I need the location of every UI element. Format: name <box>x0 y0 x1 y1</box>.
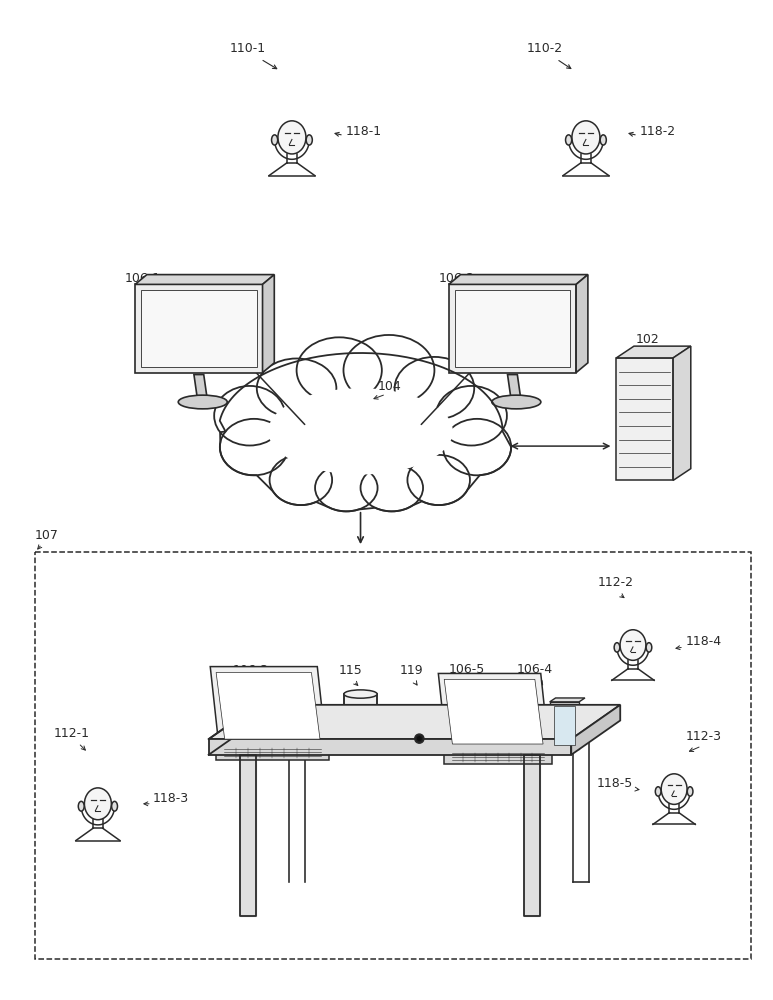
Ellipse shape <box>572 121 600 154</box>
Ellipse shape <box>344 690 377 698</box>
Text: 102: 102 <box>636 333 659 346</box>
Polygon shape <box>553 706 575 745</box>
Ellipse shape <box>179 395 227 409</box>
Polygon shape <box>550 702 579 749</box>
Polygon shape <box>673 346 691 480</box>
Polygon shape <box>438 673 549 750</box>
Ellipse shape <box>254 377 467 486</box>
Polygon shape <box>571 705 620 755</box>
Ellipse shape <box>278 121 306 154</box>
Ellipse shape <box>213 384 287 447</box>
Polygon shape <box>412 745 430 750</box>
Polygon shape <box>194 375 208 402</box>
Text: 106-3: 106-3 <box>233 664 269 677</box>
Ellipse shape <box>314 463 379 513</box>
Ellipse shape <box>306 135 312 145</box>
Polygon shape <box>263 275 274 373</box>
Polygon shape <box>209 705 620 739</box>
Ellipse shape <box>615 643 620 652</box>
Ellipse shape <box>78 801 84 811</box>
Ellipse shape <box>393 355 476 421</box>
Polygon shape <box>524 755 540 916</box>
Polygon shape <box>240 755 256 916</box>
Text: 115: 115 <box>339 664 363 677</box>
Text: 112-2: 112-2 <box>598 576 633 589</box>
Ellipse shape <box>268 388 453 475</box>
Polygon shape <box>616 358 673 480</box>
Polygon shape <box>344 694 377 743</box>
Ellipse shape <box>218 417 290 477</box>
Text: 106-1: 106-1 <box>125 272 161 285</box>
Text: 106-4: 106-4 <box>517 663 553 676</box>
Ellipse shape <box>84 788 111 820</box>
Text: 118-3: 118-3 <box>153 792 189 805</box>
Ellipse shape <box>111 801 117 811</box>
Ellipse shape <box>492 395 541 409</box>
Polygon shape <box>444 679 543 744</box>
Ellipse shape <box>255 357 339 420</box>
Ellipse shape <box>359 463 424 513</box>
Polygon shape <box>576 275 588 373</box>
Text: 118-4: 118-4 <box>686 635 722 648</box>
Text: 104: 104 <box>378 380 402 393</box>
Ellipse shape <box>434 384 509 447</box>
Ellipse shape <box>268 454 334 506</box>
Polygon shape <box>216 738 339 745</box>
Text: 106-5: 106-5 <box>448 663 485 676</box>
Text: 118-2: 118-2 <box>640 125 676 138</box>
Polygon shape <box>550 698 585 702</box>
Ellipse shape <box>661 774 687 804</box>
Text: 106-2: 106-2 <box>438 272 475 285</box>
Text: 118-1: 118-1 <box>346 125 382 138</box>
Polygon shape <box>449 284 576 373</box>
Polygon shape <box>508 375 521 402</box>
Ellipse shape <box>344 739 377 747</box>
Text: 110-2: 110-2 <box>526 42 563 55</box>
Polygon shape <box>444 743 561 750</box>
Polygon shape <box>135 284 263 373</box>
Polygon shape <box>449 275 588 284</box>
Ellipse shape <box>341 333 437 407</box>
Circle shape <box>417 736 422 741</box>
Ellipse shape <box>441 417 512 477</box>
Text: 118-5: 118-5 <box>597 777 633 790</box>
Text: 112-3: 112-3 <box>686 730 721 743</box>
Ellipse shape <box>566 135 572 145</box>
Ellipse shape <box>620 630 646 660</box>
Polygon shape <box>210 667 326 745</box>
Text: 110-1: 110-1 <box>230 42 266 55</box>
Ellipse shape <box>406 454 472 506</box>
Polygon shape <box>135 275 274 284</box>
Ellipse shape <box>600 135 606 145</box>
Polygon shape <box>216 745 329 760</box>
Polygon shape <box>141 290 257 367</box>
Polygon shape <box>404 732 434 745</box>
Polygon shape <box>216 672 320 739</box>
Polygon shape <box>616 346 691 358</box>
Ellipse shape <box>656 787 661 796</box>
Ellipse shape <box>687 787 693 796</box>
Ellipse shape <box>271 135 278 145</box>
Polygon shape <box>209 739 571 755</box>
Polygon shape <box>455 290 570 367</box>
Text: 107: 107 <box>35 529 59 542</box>
Text: 112-1: 112-1 <box>53 727 90 740</box>
Ellipse shape <box>295 336 384 405</box>
Polygon shape <box>444 750 552 764</box>
Circle shape <box>415 734 424 743</box>
Text: 119: 119 <box>400 664 424 677</box>
Ellipse shape <box>646 643 652 652</box>
